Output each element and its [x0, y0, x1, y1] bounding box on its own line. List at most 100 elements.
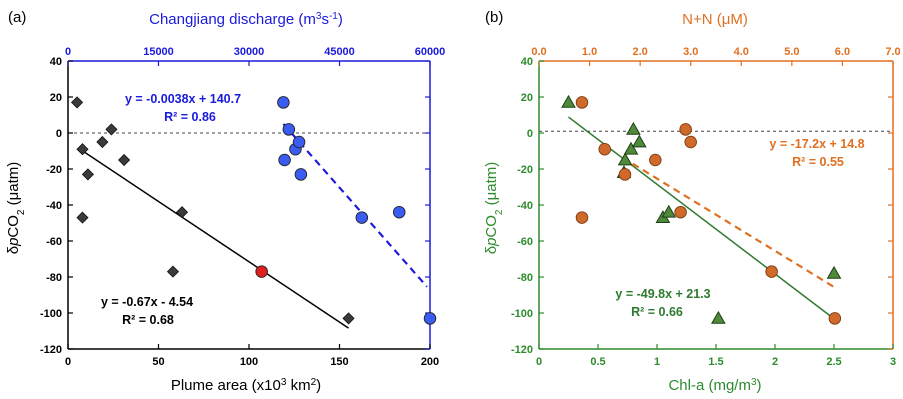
b-x-tick-label: 1: [654, 356, 660, 368]
b-y-tick-label: -60: [517, 236, 533, 248]
b-point-triangle: [826, 265, 842, 279]
b-x-tick-label: 1.5: [708, 356, 723, 368]
b-x2-tick-label: 2.0: [632, 46, 647, 58]
b-y-tick-label: -120: [511, 344, 533, 356]
a-point-diamond: [118, 153, 131, 167]
a-fit-line-0: [80, 148, 349, 329]
panel-b-green-equation: y = -49.8x + 21.3: [615, 287, 710, 301]
a-y-tick-label: -100: [40, 308, 62, 320]
b-x-tick-label: 2: [772, 356, 778, 368]
b-x-tick-label: 0.5: [590, 356, 605, 368]
a-x2-tick-label: 15000: [143, 46, 174, 58]
a-point-circle: [282, 123, 296, 136]
a-point-diamond: [175, 206, 189, 219]
panel-b: (b) N+N (μM) Chl-a (mg/m3) δpCO2 (μatm) …: [483, 9, 901, 394]
b-x2-tick-label: 6.0: [835, 46, 850, 58]
a-point-diamond: [105, 123, 118, 136]
panel-a-blue-r2: R² = 0.86: [164, 110, 216, 124]
b-x-tick-label: 2.5: [826, 356, 841, 368]
a-point-circle: [292, 135, 306, 149]
b-fit-line-0: [568, 116, 835, 320]
b-x-tick-label: 0: [536, 356, 542, 368]
b-point-triangle: [623, 141, 639, 155]
panel-b-x-axis-title: Chl-a (mg/m3): [668, 377, 761, 395]
b-x2-tick-label: 0.0: [531, 46, 546, 58]
a-x-tick-label: 150: [330, 356, 348, 368]
b-y-tick-label: 0: [527, 128, 533, 140]
panel-b-label: (b): [485, 9, 503, 26]
b-point-triangle: [661, 204, 677, 218]
panel-b-axes: [538, 60, 894, 350]
b-x2-tick-label: 1.0: [582, 46, 597, 58]
b-y-tick-label: -80: [517, 272, 533, 284]
a-x-tick-label: 200: [421, 356, 439, 368]
b-x-tick-label: 3: [890, 356, 896, 368]
panel-a-points: [70, 96, 437, 325]
b-x2-tick-label: 5.0: [784, 46, 799, 58]
b-y-tick-label: 40: [521, 56, 533, 68]
b-point-circle: [828, 312, 842, 325]
b-x2-tick-label: 7.0: [885, 46, 900, 58]
a-point-circle: [294, 168, 308, 181]
a-point-diamond: [81, 168, 94, 181]
panel-a-x-axis-title: Plume area (x103 km2): [171, 377, 321, 395]
b-point-triangle: [617, 152, 633, 166]
a-point-diamond: [166, 265, 180, 278]
panel-a-black-equation: y = -0.67x - 4.54: [101, 295, 193, 309]
panel-b-fit-lines: [568, 116, 836, 320]
panel-b-points: [561, 94, 842, 325]
a-y-tick-label: -120: [40, 344, 62, 356]
a-point-circle: [423, 312, 437, 325]
b-point-circle: [649, 153, 662, 167]
b-point-circle: [575, 96, 589, 109]
a-point-circle: [392, 205, 406, 219]
a-x-tick-label: 100: [240, 356, 258, 368]
a-point-diamond: [70, 96, 84, 109]
b-x2-tick-label: 4.0: [734, 46, 749, 58]
b-point-circle: [679, 123, 692, 136]
b-point-triangle: [626, 121, 641, 135]
panel-b-y-axis-title: δpCO2 (μatm): [483, 162, 505, 255]
a-fit-line-1: [282, 123, 428, 288]
a-point-circle: [277, 96, 290, 109]
a-y-tick-label: -60: [46, 236, 62, 248]
b-y-tick-label: -20: [517, 164, 533, 176]
a-y-tick-label: -20: [46, 164, 62, 176]
a-y-tick-label: -40: [46, 200, 62, 212]
panel-a-label: (a): [8, 9, 26, 26]
panel-b-top-axis-title: N+N (μM): [682, 11, 748, 28]
panel-a-fit-lines: [80, 123, 428, 329]
b-point-circle: [674, 205, 687, 219]
b-point-circle: [598, 142, 611, 156]
a-y-tick-label: 0: [56, 128, 62, 140]
panel-a-axes: [67, 60, 431, 350]
panel-a-blue-equation: y = -0.0038x + 140.7: [125, 92, 241, 106]
b-point-triangle: [710, 310, 726, 324]
panel-b-orange-equation: y = -17.2x + 14.8: [769, 137, 864, 151]
a-point-diamond: [76, 143, 89, 156]
panel-a: (a) Changjiang discharge (m3s-1) Plume a…: [5, 9, 445, 394]
b-fit-line-1: [621, 156, 836, 289]
panel-a-black-r2: R² = 0.68: [122, 313, 174, 327]
a-x2-tick-label: 30000: [234, 46, 265, 58]
b-point-circle: [765, 265, 778, 278]
a-point-circle: [255, 265, 268, 278]
a-x-tick-label: 0: [65, 356, 71, 368]
b-point-circle: [684, 135, 697, 149]
panel-a-y-axis-title: δpCO2 (μatm): [5, 162, 27, 255]
panel-b-green-r2: R² = 0.66: [631, 305, 683, 319]
b-point-triangle: [561, 94, 576, 108]
b-point-triangle: [631, 134, 647, 148]
a-x2-tick-label: 0: [65, 46, 71, 58]
b-x2-tick-label: 3.0: [683, 46, 698, 58]
b-point-circle: [575, 211, 589, 224]
a-y-tick-label: -80: [46, 272, 62, 284]
a-y-tick-label: 20: [50, 92, 62, 104]
b-y-tick-label: -40: [517, 200, 533, 212]
a-point-diamond: [342, 312, 355, 325]
panel-b-orange-r2: R² = 0.55: [792, 155, 844, 169]
a-point-circle: [355, 211, 369, 224]
a-point-diamond: [76, 211, 89, 224]
